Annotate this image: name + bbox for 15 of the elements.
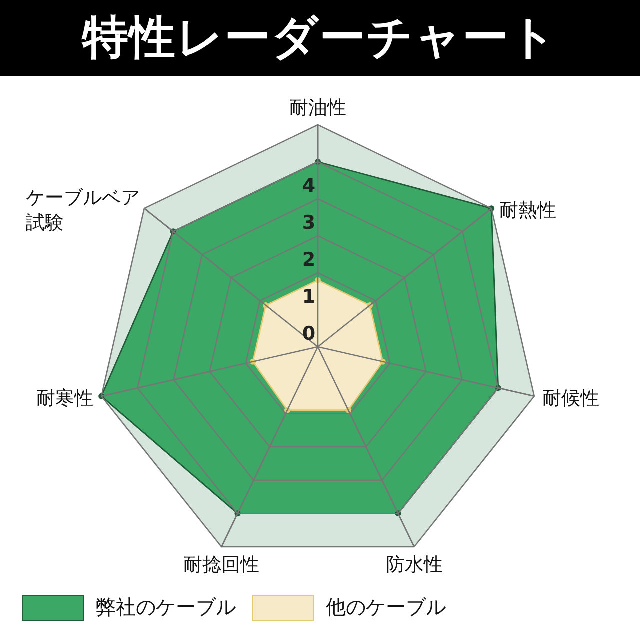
- spoke-label: ケーブルベア試験: [26, 187, 140, 234]
- chart-title: 特性レーダーチャート: [82, 9, 558, 66]
- y-tick-label: 4: [302, 175, 316, 197]
- y-tick-label: 2: [302, 249, 316, 271]
- y-tick-label: 1: [302, 286, 316, 308]
- spoke-label: 耐候性: [542, 387, 600, 410]
- legend-label: 他のケーブル: [326, 594, 446, 621]
- spoke-label: 防水性: [386, 554, 443, 576]
- spoke-label: 耐熱性: [500, 200, 557, 222]
- spoke-label: 耐捻回性: [184, 554, 260, 576]
- spoke-label: 耐油性: [290, 97, 346, 119]
- y-tick-label: 0: [302, 323, 316, 345]
- legend-label: 弊社のケーブル: [96, 594, 236, 621]
- y-tick-label: 3: [302, 212, 316, 234]
- spoke-label: 耐寒性: [36, 387, 94, 410]
